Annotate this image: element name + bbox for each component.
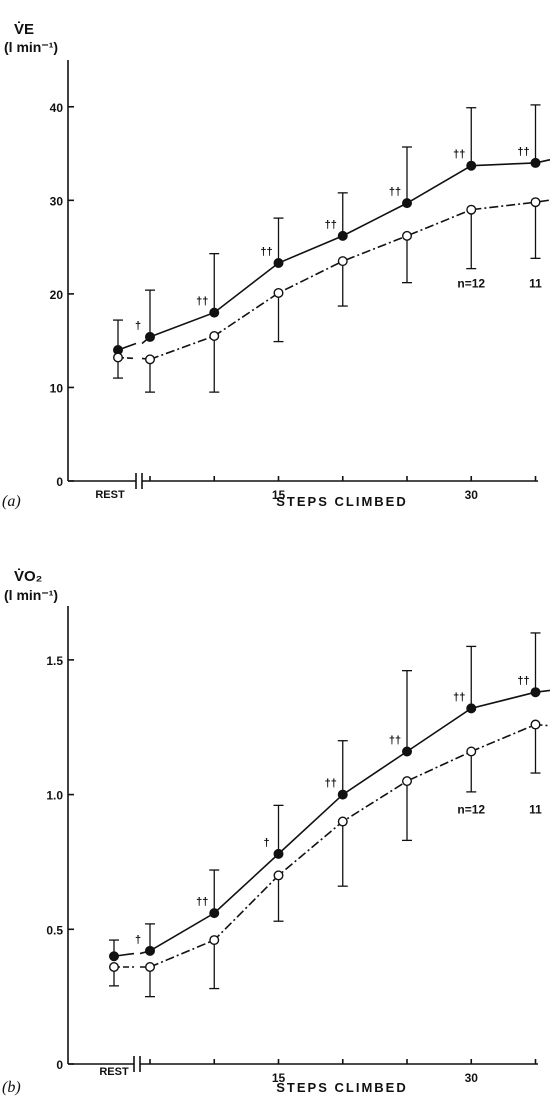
significance-marker-b: †† xyxy=(389,734,401,746)
y-tick-label-a: 0 xyxy=(56,475,63,489)
panel-a-label: (a) xyxy=(2,493,21,510)
y-tick-label-b: 0.5 xyxy=(46,923,63,937)
data-point-open-a xyxy=(112,352,123,363)
data-point-open-a xyxy=(530,197,541,208)
significance-marker-a: † xyxy=(135,320,141,332)
data-point-filled-b xyxy=(108,951,119,962)
significance-marker-a: †† xyxy=(260,246,272,258)
significance-marker-a: †† xyxy=(325,219,337,231)
data-point-filled-b xyxy=(209,908,220,919)
data-point-open-a xyxy=(144,354,155,365)
data-point-open-b xyxy=(209,935,220,946)
panel-a-xlabel: STEPS CLIMBED xyxy=(276,494,407,509)
y-tick-label-a: 40 xyxy=(50,101,64,115)
y-tick-label-a: 10 xyxy=(50,381,64,395)
panel-a-plot: 010203040153045†††††††††††††††††n=121197 xyxy=(50,60,550,502)
data-point-filled-a xyxy=(209,307,220,318)
significance-marker-b: †† xyxy=(196,896,208,908)
data-point-open-a xyxy=(337,256,348,267)
data-point-open-b xyxy=(144,962,155,973)
data-point-open-a xyxy=(273,287,284,298)
significance-marker-b: †† xyxy=(517,675,529,687)
y-tick-label-b: 1.0 xyxy=(46,789,63,803)
panel-b-ylabel-unit: (l min⁻¹) xyxy=(4,587,58,603)
data-point-open-b xyxy=(466,746,477,757)
data-point-filled-a xyxy=(337,230,348,241)
series-line-open-b xyxy=(149,723,550,968)
panel-b-rest-label: REST xyxy=(99,1066,129,1078)
data-point-open-a xyxy=(466,204,477,215)
n-label-b: n=12 xyxy=(457,802,485,816)
data-point-open-a xyxy=(402,230,413,241)
panel-b-plot: 00.51.01.5153045††††††††††††††††n=121197 xyxy=(46,606,550,1085)
data-point-filled-b xyxy=(530,687,541,698)
n-label-a: 11 xyxy=(529,276,542,290)
data-point-filled-b xyxy=(402,746,413,757)
panel-b-label: (b) xyxy=(2,1079,21,1096)
x-tick-label-a: 30 xyxy=(465,488,479,502)
data-point-open-b xyxy=(530,719,541,730)
panel-a-ylabel-main: V̇E xyxy=(14,21,34,38)
significance-marker-a: †† xyxy=(196,296,208,308)
data-point-filled-b xyxy=(337,789,348,800)
significance-marker-a: †† xyxy=(389,186,401,198)
significance-marker-a: †† xyxy=(453,149,465,161)
x-tick-label-b: 30 xyxy=(465,1071,479,1085)
data-point-open-a xyxy=(209,330,220,341)
significance-marker-b: †† xyxy=(325,778,337,790)
panel-a-ylabel-unit: (l min⁻¹) xyxy=(4,39,58,55)
data-point-open-b xyxy=(337,816,348,827)
panel-b-ylabel-main: V̇O₂ xyxy=(14,568,42,585)
x-tick-label-a: 15 xyxy=(272,488,286,502)
data-point-filled-b xyxy=(273,848,284,859)
y-tick-label-a: 30 xyxy=(50,194,64,208)
panel-a-rest-label: REST xyxy=(95,489,125,501)
panel-b-xlabel: STEPS CLIMBED xyxy=(276,1080,407,1095)
x-tick-label-b: 15 xyxy=(272,1071,286,1085)
series-line-filled-a xyxy=(149,158,550,338)
y-tick-label-b: 0 xyxy=(56,1058,63,1072)
significance-marker-b: † xyxy=(135,934,141,946)
data-point-filled-a xyxy=(530,157,541,168)
data-point-filled-a xyxy=(144,331,155,342)
n-label-a: n=12 xyxy=(457,276,485,290)
data-point-filled-a xyxy=(466,160,477,171)
data-point-open-b xyxy=(402,776,413,787)
significance-marker-b: †† xyxy=(453,691,465,703)
data-point-open-b xyxy=(273,870,284,881)
significance-marker-a: †† xyxy=(517,146,529,158)
y-tick-label-a: 20 xyxy=(50,288,64,302)
data-point-filled-b xyxy=(466,703,477,714)
data-point-filled-a xyxy=(273,258,284,269)
data-point-open-b xyxy=(108,962,119,973)
data-point-filled-a xyxy=(402,198,413,209)
series-line-filled-b xyxy=(149,689,550,952)
y-tick-label-b: 1.5 xyxy=(46,654,63,668)
significance-marker-b: † xyxy=(263,837,269,849)
n-label-b: 11 xyxy=(529,802,542,816)
data-point-filled-b xyxy=(144,945,155,956)
